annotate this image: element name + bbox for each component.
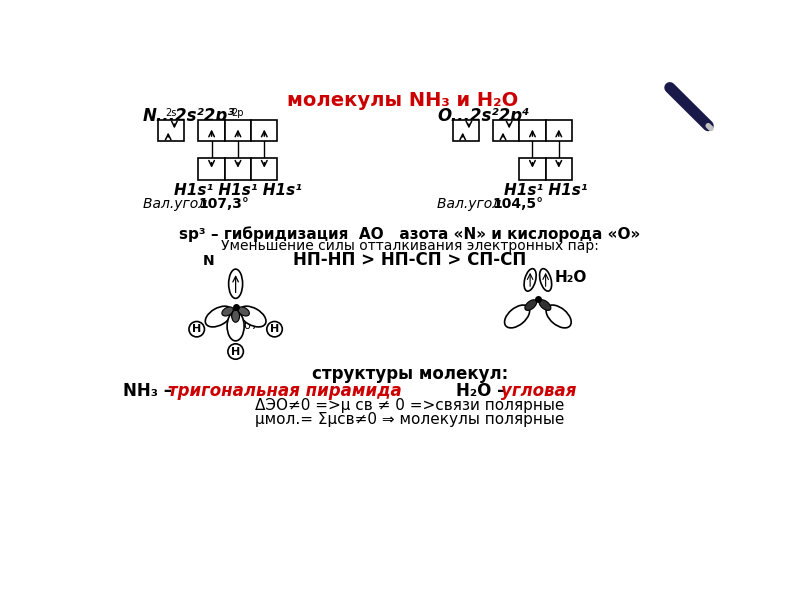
Ellipse shape	[232, 308, 239, 321]
Ellipse shape	[539, 269, 552, 291]
Ellipse shape	[206, 306, 232, 327]
Bar	[251, 120, 278, 141]
Text: H: H	[231, 347, 240, 356]
Ellipse shape	[227, 311, 244, 341]
Text: тригональная пирамида: тригональная пирамида	[168, 382, 402, 400]
Text: 107,3°: 107,3°	[198, 197, 250, 211]
Text: ΔЭО≠0 =>μ св ≠ 0 =>связи полярные: ΔЭО≠0 =>μ св ≠ 0 =>связи полярные	[255, 398, 565, 413]
Ellipse shape	[539, 300, 551, 310]
Bar	[158, 120, 185, 141]
Ellipse shape	[232, 310, 239, 322]
Text: NH₃ –: NH₃ –	[123, 382, 178, 400]
Text: H1s¹ H1s¹ H1s¹: H1s¹ H1s¹ H1s¹	[174, 183, 302, 198]
Circle shape	[189, 322, 205, 337]
Text: Уменьшение силы отталкивания электронных пар:: Уменьшение силы отталкивания электронных…	[221, 239, 599, 253]
Text: молекулы NH₃ и H₂O: молекулы NH₃ и H₂O	[286, 91, 518, 110]
Text: H: H	[270, 324, 279, 334]
Bar	[519, 158, 546, 180]
Text: Вал.угол: Вал.угол	[437, 197, 506, 211]
Text: N...2s²2p³: N...2s²2p³	[142, 107, 235, 125]
Ellipse shape	[238, 307, 250, 316]
Bar	[493, 120, 519, 141]
Circle shape	[267, 322, 282, 337]
Text: 2p: 2p	[232, 108, 244, 118]
Bar	[519, 120, 546, 141]
Text: 104,5°: 104,5°	[493, 197, 544, 211]
Ellipse shape	[525, 300, 537, 310]
Text: Вал.угол: Вал.угол	[142, 197, 211, 211]
Text: H₂O: H₂O	[555, 270, 587, 285]
Text: H₂O –: H₂O –	[457, 382, 512, 400]
Bar	[453, 120, 479, 141]
Bar	[198, 158, 225, 180]
Text: μмол.= Σμсв≠0 ⇒ молекулы полярные: μмол.= Σμсв≠0 ⇒ молекулы полярные	[255, 412, 565, 427]
Text: структуры молекул:: структуры молекул:	[312, 365, 508, 383]
Ellipse shape	[239, 306, 266, 327]
Ellipse shape	[229, 269, 242, 298]
Bar	[251, 158, 278, 180]
Circle shape	[228, 344, 243, 359]
Text: H1s¹ H1s¹: H1s¹ H1s¹	[504, 183, 587, 198]
Bar	[225, 120, 251, 141]
Text: H: H	[192, 324, 202, 334]
Ellipse shape	[222, 307, 234, 316]
Bar	[546, 158, 572, 180]
Text: N: N	[202, 254, 214, 268]
Bar	[546, 120, 572, 141]
Text: НП-НП > НП-СП > СП-СП: НП-НП > НП-СП > СП-СП	[294, 251, 526, 269]
Text: sp³ – гибридизация  АО   азота «N» и кислорода «O»: sp³ – гибридизация АО азота «N» и кислор…	[179, 226, 641, 242]
Ellipse shape	[546, 305, 571, 328]
Bar	[225, 158, 251, 180]
Text: 2s: 2s	[166, 108, 177, 118]
Ellipse shape	[505, 305, 530, 328]
Text: угловая: угловая	[502, 382, 577, 400]
Text: 107°: 107°	[238, 321, 265, 331]
Text: O...2s²2p⁴: O...2s²2p⁴	[437, 107, 530, 125]
Ellipse shape	[524, 269, 536, 291]
Bar	[198, 120, 225, 141]
